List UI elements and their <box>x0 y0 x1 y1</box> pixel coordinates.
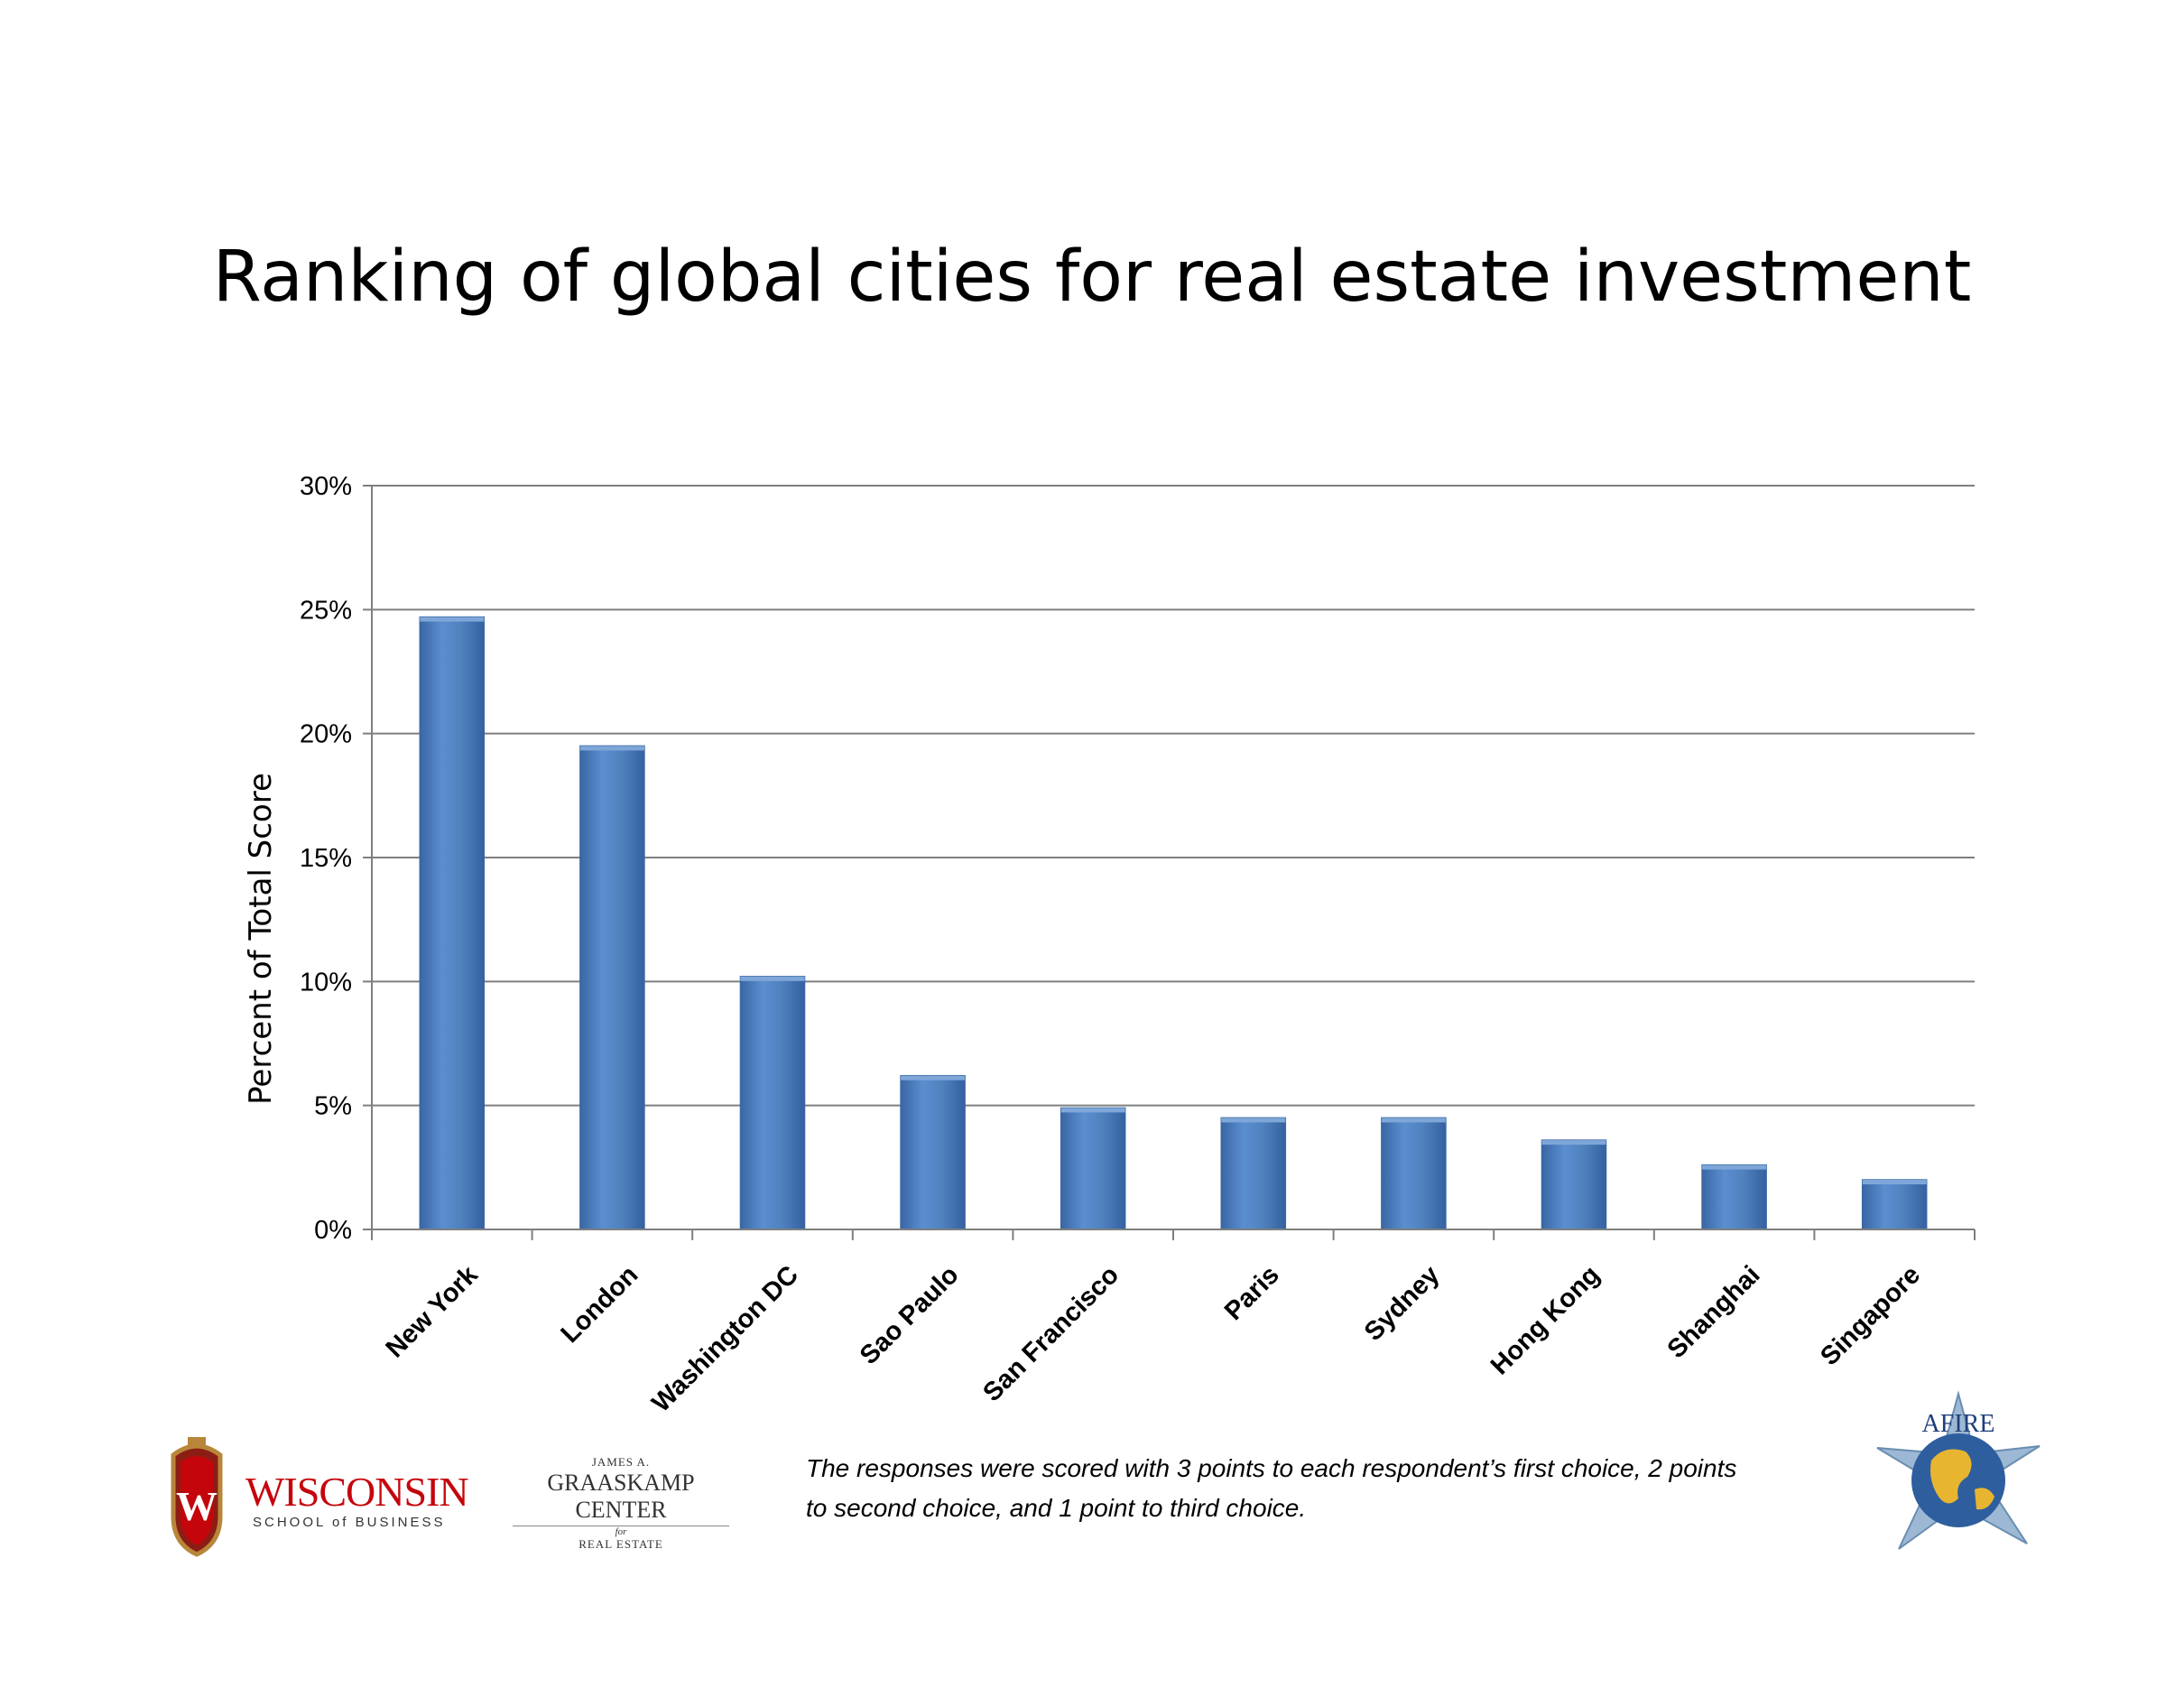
x-axis-labels: New York London Washington DC Sao Paulo San … <box>381 1260 1927 1418</box>
x-category-label: Hong Kong <box>1485 1260 1606 1380</box>
bar-top <box>1541 1140 1606 1145</box>
x-category-label: Shanghai <box>1662 1260 1766 1364</box>
bar <box>900 1074 966 1230</box>
graaskamp-line2: GRAASKAMP CENTER <box>513 1470 729 1526</box>
page-title: Ranking of global cities for real estate… <box>212 237 1972 318</box>
y-tick-label: 20% <box>300 720 352 749</box>
y-tick-label: 25% <box>300 596 352 625</box>
bar-top <box>740 976 805 981</box>
bar-top <box>1702 1164 1767 1170</box>
bar-body <box>739 976 806 1230</box>
bar-top <box>901 1075 966 1081</box>
x-category-label: New York <box>381 1260 485 1364</box>
y-tick-label: 5% <box>314 1092 352 1121</box>
bar <box>1701 1164 1767 1230</box>
wisconsin-crest-icon: W <box>171 1437 223 1557</box>
graaskamp-line4: REAL ESTATE <box>578 1537 663 1551</box>
x-category-label: Washington DC <box>646 1260 804 1418</box>
bar <box>1541 1139 1607 1230</box>
y-tick-label: 0% <box>314 1216 352 1245</box>
y-tick-label: 15% <box>300 844 352 873</box>
bar-top <box>1221 1118 1286 1123</box>
bar <box>1220 1117 1287 1230</box>
x-category-label: Sao Paulo <box>855 1260 965 1370</box>
wisconsin-name: WISCONSIN <box>245 1469 469 1515</box>
bar-body <box>900 1074 966 1230</box>
graaskamp-line1: JAMES A. <box>591 1455 651 1469</box>
graaskamp-logo: JAMES A. GRAASKAMP CENTER for REAL ESTAT… <box>513 1455 729 1551</box>
bar-body <box>1381 1117 1447 1230</box>
y-axis-ticks: 0% 5% 10% 15% 20% 25% 30% <box>300 472 352 1245</box>
x-category-label: Paris <box>1219 1260 1285 1326</box>
bar <box>579 745 645 1230</box>
bar-body <box>1220 1117 1287 1230</box>
bar-top <box>1381 1118 1446 1123</box>
x-category-label: Singapore <box>1815 1260 1926 1371</box>
graaskamp-line3: for <box>615 1526 627 1537</box>
bar-body <box>1060 1107 1126 1230</box>
bar-top <box>579 746 644 751</box>
bar <box>1381 1117 1447 1230</box>
bar-body <box>1541 1139 1607 1230</box>
bar <box>1861 1179 1928 1230</box>
afire-globe-icon: AFIRE <box>1876 1390 2041 1550</box>
bar-body <box>1861 1179 1928 1230</box>
bar <box>1060 1107 1126 1230</box>
footnote: The responses were scored with 3 points … <box>806 1454 1737 1522</box>
bar <box>739 976 806 1230</box>
bar-top <box>420 617 485 622</box>
bar <box>419 616 486 1230</box>
x-category-label: London <box>556 1260 644 1349</box>
y-tick-label: 30% <box>300 472 352 501</box>
svg-text:W: W <box>176 1483 217 1529</box>
y-axis-label: Percent of Total Score <box>243 773 279 1105</box>
afire-letters: AFIRE <box>1922 1410 1995 1438</box>
bar-body <box>1701 1164 1767 1230</box>
bars <box>372 616 1975 1230</box>
bar-top <box>1060 1108 1125 1113</box>
afire-logo: AFIRE <box>1868 1390 2049 1571</box>
wisconsin-sub: SCHOOL of BUSINESS <box>253 1515 446 1530</box>
x-category-label: San Francisco <box>977 1260 1124 1407</box>
bar-top <box>1862 1180 1927 1185</box>
bar-body <box>579 745 645 1230</box>
bar-body <box>419 616 486 1230</box>
y-tick-label: 10% <box>300 968 352 997</box>
wisconsin-logo: W WISCONSIN SCHOOL of BUSINESS <box>161 1433 486 1560</box>
x-category-label: Sydney <box>1359 1260 1446 1347</box>
